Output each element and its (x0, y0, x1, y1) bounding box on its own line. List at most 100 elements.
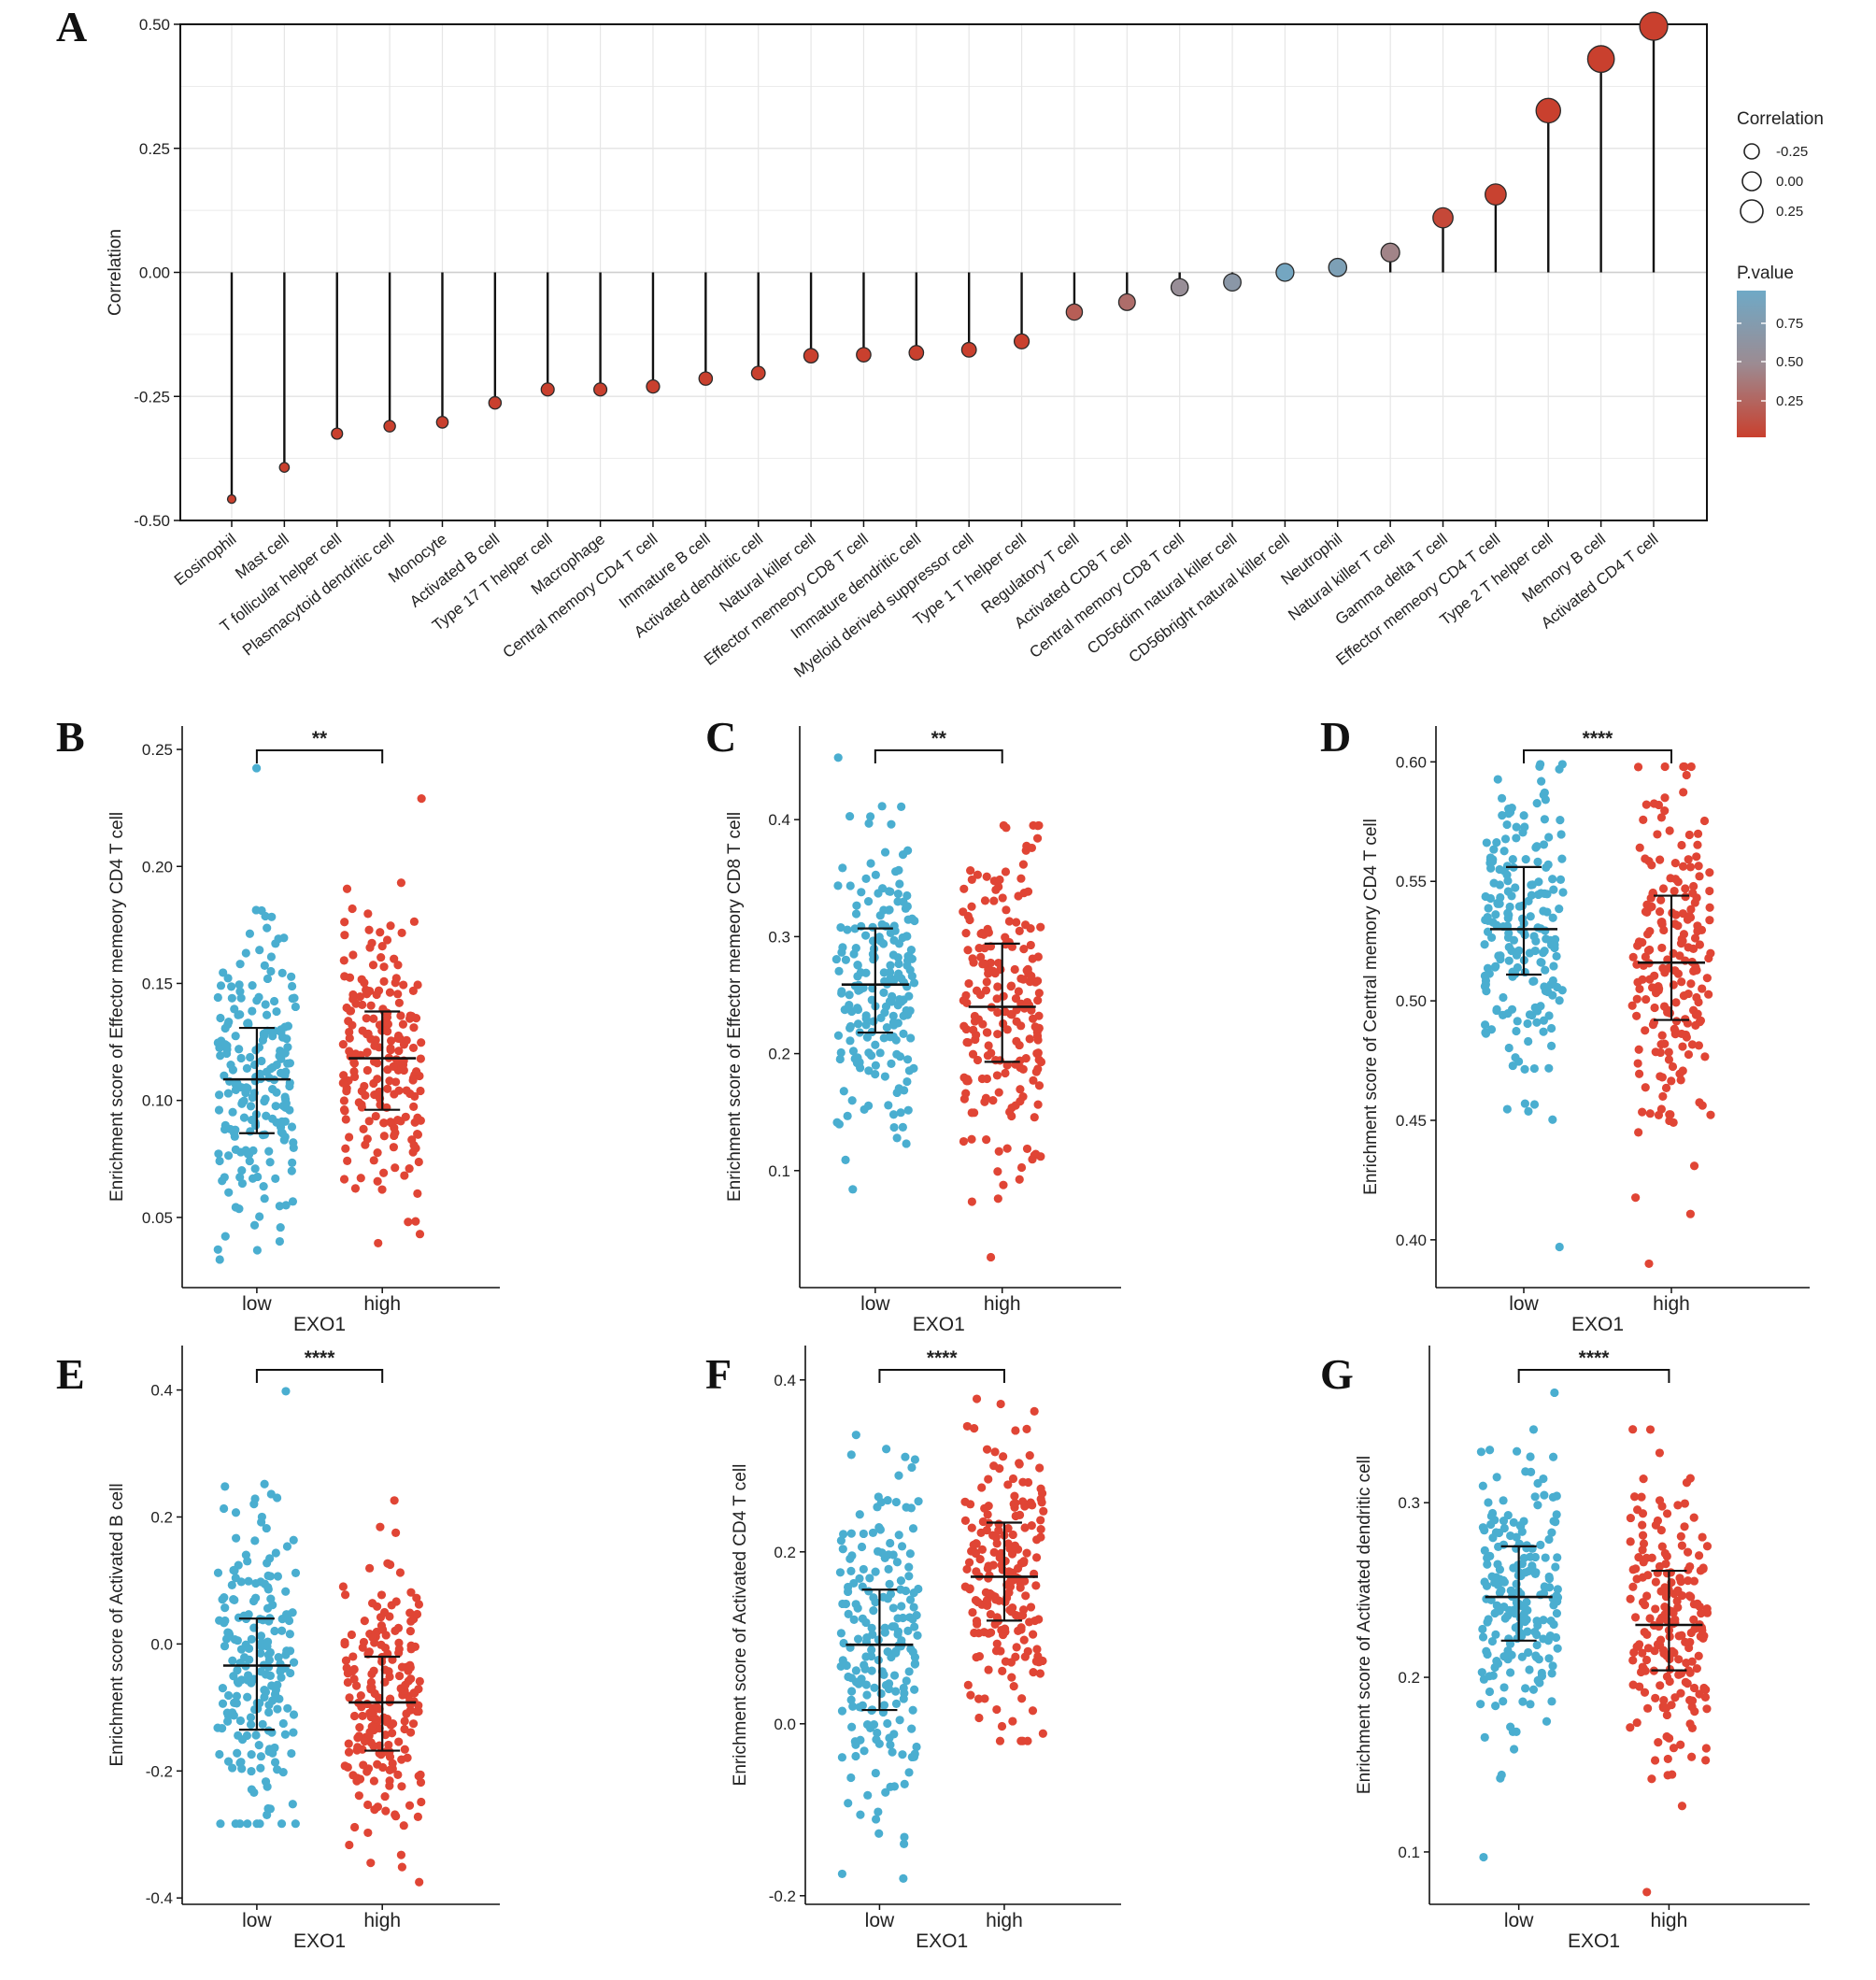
data-point (396, 1011, 405, 1020)
data-point (874, 1807, 883, 1816)
data-point (216, 981, 226, 990)
y-tick-label: 0.1 (1398, 1844, 1420, 1861)
lollipop-point (488, 395, 503, 410)
data-point (1685, 862, 1696, 872)
data-point (394, 1638, 404, 1647)
data-point (354, 1731, 363, 1741)
data-point (1695, 872, 1704, 881)
panel-label-A: A (56, 3, 87, 50)
data-point (345, 1693, 354, 1702)
data-point (1539, 1616, 1548, 1625)
data-point (1542, 890, 1552, 899)
significance-label: ** (312, 728, 328, 749)
data-point (1003, 1480, 1013, 1489)
data-point (270, 1758, 280, 1767)
data-point (1494, 951, 1503, 961)
data-point (383, 1084, 392, 1093)
data-point (1030, 1022, 1040, 1032)
data-point (981, 1093, 990, 1103)
data-point (1540, 1490, 1549, 1500)
data-point (247, 1785, 256, 1794)
data-point (338, 1078, 348, 1088)
data-point (213, 1245, 222, 1254)
data-point (1030, 1406, 1039, 1416)
data-point (233, 1748, 242, 1758)
data-point (871, 870, 880, 879)
data-point (909, 1603, 918, 1612)
data-point (1011, 1426, 1020, 1435)
data-point (843, 1111, 852, 1120)
data-point (1681, 892, 1690, 902)
data-point (271, 939, 280, 948)
data-point (897, 1602, 906, 1611)
data-point (1684, 855, 1693, 864)
data-point (1693, 829, 1703, 838)
data-point (236, 1053, 246, 1063)
data-point (1536, 1540, 1545, 1549)
data-point (904, 1562, 914, 1572)
data-point (1526, 1452, 1535, 1461)
data-point (1019, 945, 1029, 954)
data-point (379, 1168, 389, 1177)
lollipop-point (1586, 45, 1615, 74)
data-point (265, 1804, 276, 1814)
data-point (889, 1671, 900, 1680)
data-point (366, 1859, 376, 1868)
data-point (1020, 1652, 1030, 1661)
data-point (1485, 969, 1494, 978)
data-point (1034, 1658, 1044, 1667)
data-point (873, 1546, 883, 1556)
y-tick-label: 0.1 (768, 1162, 790, 1180)
data-point (354, 1791, 363, 1801)
data-point (894, 1084, 903, 1093)
data-point (1702, 1604, 1712, 1614)
data-point (362, 1047, 372, 1057)
data-point (270, 1626, 279, 1636)
data-point (1487, 1636, 1498, 1646)
data-point (1499, 1540, 1509, 1549)
data-point (965, 915, 974, 925)
data-point (383, 1715, 392, 1724)
data-point (363, 1828, 373, 1838)
data-point (1499, 992, 1508, 1003)
data-point (250, 1536, 260, 1546)
data-point (396, 1850, 406, 1859)
data-point (1479, 1852, 1488, 1862)
significance-label: ** (931, 728, 947, 749)
data-point (1630, 1613, 1641, 1622)
data-point (413, 1189, 422, 1199)
data-point (996, 1399, 1005, 1409)
data-point (1529, 976, 1539, 986)
data-point (1003, 1524, 1013, 1533)
data-point (1678, 1066, 1687, 1075)
data-point (838, 1545, 847, 1554)
data-point (1018, 1477, 1028, 1487)
panel-label-B: B (56, 713, 85, 761)
data-point (1497, 1770, 1506, 1780)
data-point (362, 1065, 372, 1075)
data-point (851, 1666, 860, 1675)
data-point (254, 1740, 263, 1750)
data-point (1007, 1673, 1016, 1682)
data-point (986, 1252, 996, 1262)
data-point (1640, 1688, 1650, 1697)
data-point (857, 888, 866, 897)
data-point (891, 1497, 901, 1507)
data-point (1664, 1055, 1674, 1064)
data-point (281, 1201, 291, 1210)
data-point (231, 1508, 241, 1517)
data-point (891, 1687, 901, 1696)
data-point (245, 929, 255, 938)
data-point (1557, 854, 1567, 863)
data-point (1540, 982, 1549, 991)
data-point (1654, 1738, 1663, 1747)
data-point (991, 1646, 1002, 1656)
data-point (873, 1728, 882, 1738)
data-point (1506, 1586, 1515, 1595)
data-point (214, 1090, 224, 1100)
data-point (833, 1031, 844, 1040)
data-point (976, 929, 986, 939)
lollipop-point (856, 347, 872, 363)
data-point (1642, 1887, 1652, 1897)
data-point (402, 1086, 411, 1095)
